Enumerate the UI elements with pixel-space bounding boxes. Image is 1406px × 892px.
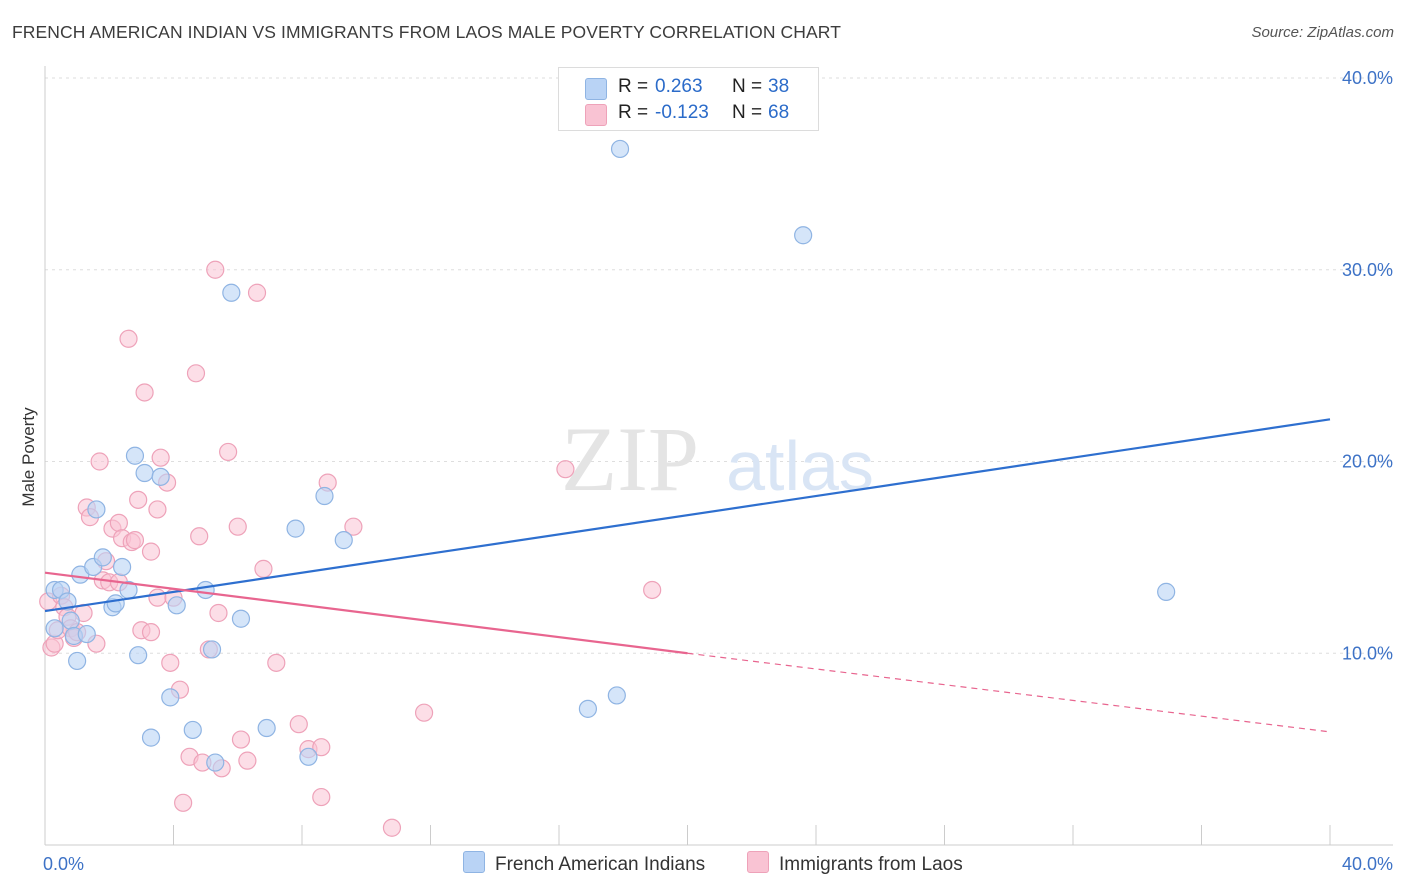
data-point-immigrants-from-laos — [344, 517, 363, 536]
y-tick-label: 30.0% — [1342, 260, 1393, 280]
data-point-french-american-indians — [135, 463, 154, 483]
data-point-immigrants-from-laos — [125, 531, 145, 550]
data-point-immigrants-from-laos — [312, 787, 331, 807]
data-point-immigrants-from-laos — [238, 751, 257, 770]
data-point-immigrants-from-laos — [414, 703, 434, 722]
data-point-french-american-indians — [610, 139, 630, 159]
data-point-immigrants-from-laos — [148, 588, 167, 607]
legend-label-pink: Immigrants from Laos — [779, 854, 963, 875]
y-tick-label: 40.0% — [1342, 68, 1393, 88]
y-axis-label: Male Poverty — [19, 407, 38, 507]
data-point-immigrants-from-laos — [556, 460, 575, 479]
trend-line-immigrants-from-laos — [44, 571, 688, 655]
x-tick-label: 40.0% — [1342, 854, 1393, 874]
data-point-immigrants-from-laos — [119, 329, 138, 348]
data-point-french-american-indians — [106, 594, 125, 613]
data-point-immigrants-from-laos — [219, 442, 238, 462]
data-point-immigrants-from-laos — [141, 623, 161, 642]
data-point-immigrants-from-laos — [209, 603, 228, 623]
source-label: Source: ZipAtlas.com — [1251, 24, 1394, 41]
data-point-immigrants-from-laos — [174, 793, 193, 812]
legend-swatch-blue — [463, 851, 485, 873]
data-point-immigrants-from-laos — [148, 500, 167, 519]
legend-swatch-pink — [585, 104, 607, 126]
data-point-french-american-indians — [196, 580, 215, 600]
watermark-atlas: atlas — [726, 427, 874, 505]
data-point-french-american-indians — [61, 611, 80, 630]
trend-line-immigrants-from-laos-extrapolated — [687, 652, 1331, 733]
data-point-french-american-indians — [202, 640, 222, 659]
watermark-zip: ZIP — [561, 408, 699, 510]
chart-title: FRENCH AMERICAN INDIAN VS IMMIGRANTS FRO… — [12, 22, 842, 42]
data-point-french-american-indians — [1157, 582, 1176, 601]
data-point-french-american-indians — [151, 467, 170, 486]
legend-item-french-american-indians[interactable]: French American Indians — [463, 851, 705, 876]
y-tick-label: 10.0% — [1342, 643, 1393, 663]
data-point-french-american-indians — [45, 619, 64, 638]
data-point-immigrants-from-laos — [151, 448, 170, 467]
data-point-immigrants-from-laos — [247, 283, 267, 302]
legend-r-value-pink: -0.123 — [655, 102, 709, 123]
data-point-french-american-indians — [222, 283, 241, 302]
data-point-french-american-indians — [129, 646, 148, 665]
data-point-french-american-indians — [112, 557, 132, 577]
data-point-immigrants-from-laos — [267, 653, 286, 672]
data-point-immigrants-from-laos — [129, 490, 148, 509]
data-point-french-american-indians — [87, 500, 106, 519]
data-point-immigrants-from-laos — [643, 580, 662, 600]
legend-swatch-pink — [747, 851, 769, 873]
stats-legend: R = 0.263 N = 38 R = -0.123 N = 68 — [558, 67, 819, 131]
data-point-french-american-indians — [161, 688, 180, 707]
data-point-immigrants-from-laos — [382, 818, 402, 837]
legend-n-value-blue: 38 — [768, 76, 790, 97]
data-point-immigrants-from-laos — [254, 559, 273, 578]
data-point-french-american-indians — [578, 699, 598, 718]
data-point-immigrants-from-laos — [109, 513, 128, 532]
data-point-french-american-indians — [77, 624, 96, 644]
data-point-french-american-indians — [58, 592, 77, 611]
data-point-french-american-indians — [125, 446, 145, 465]
data-point-immigrants-from-laos — [312, 738, 331, 757]
trend-line-french-american-indians — [44, 418, 1331, 613]
data-point-immigrants-from-laos — [135, 383, 154, 402]
y-tick-label: 20.0% — [1342, 452, 1393, 472]
data-point-immigrants-from-laos — [289, 715, 308, 734]
data-point-immigrants-from-laos — [206, 260, 225, 279]
legend-item-immigrants-from-laos[interactable]: Immigrants from Laos — [747, 851, 963, 876]
data-point-french-american-indians — [299, 747, 318, 766]
legend-r-label: R = — [618, 76, 649, 97]
data-point-french-american-indians — [183, 720, 202, 740]
data-point-immigrants-from-laos — [186, 364, 206, 383]
legend-label-blue: French American Indians — [495, 854, 706, 875]
data-point-french-american-indians — [68, 651, 87, 671]
data-point-french-american-indians — [794, 226, 813, 245]
data-point-immigrants-from-laos — [231, 730, 251, 749]
x-tick-label: 0.0% — [43, 854, 84, 874]
data-point-french-american-indians — [334, 531, 353, 550]
legend-n-label: N = — [732, 76, 763, 97]
data-point-french-american-indians — [141, 728, 161, 747]
data-point-french-american-indians — [206, 753, 225, 772]
data-point-immigrants-from-laos — [228, 517, 247, 536]
data-point-french-american-indians — [607, 686, 626, 705]
data-point-immigrants-from-laos — [141, 542, 161, 561]
data-point-french-american-indians — [315, 486, 334, 506]
legend-n-label: N = — [732, 102, 763, 123]
legend-r-label: R = — [618, 102, 649, 123]
data-point-french-american-indians — [167, 596, 186, 615]
legend-n-value-pink: 68 — [768, 102, 790, 123]
data-point-french-american-indians — [286, 519, 305, 538]
legend-r-value-blue: 0.263 — [655, 76, 703, 97]
data-point-immigrants-from-laos — [161, 653, 180, 672]
data-point-french-american-indians — [231, 609, 251, 628]
legend-swatch-blue — [585, 78, 607, 100]
data-point-immigrants-from-laos — [190, 527, 209, 546]
data-point-french-american-indians — [257, 718, 276, 738]
data-point-french-american-indians — [93, 548, 112, 567]
data-point-immigrants-from-laos — [90, 452, 109, 471]
